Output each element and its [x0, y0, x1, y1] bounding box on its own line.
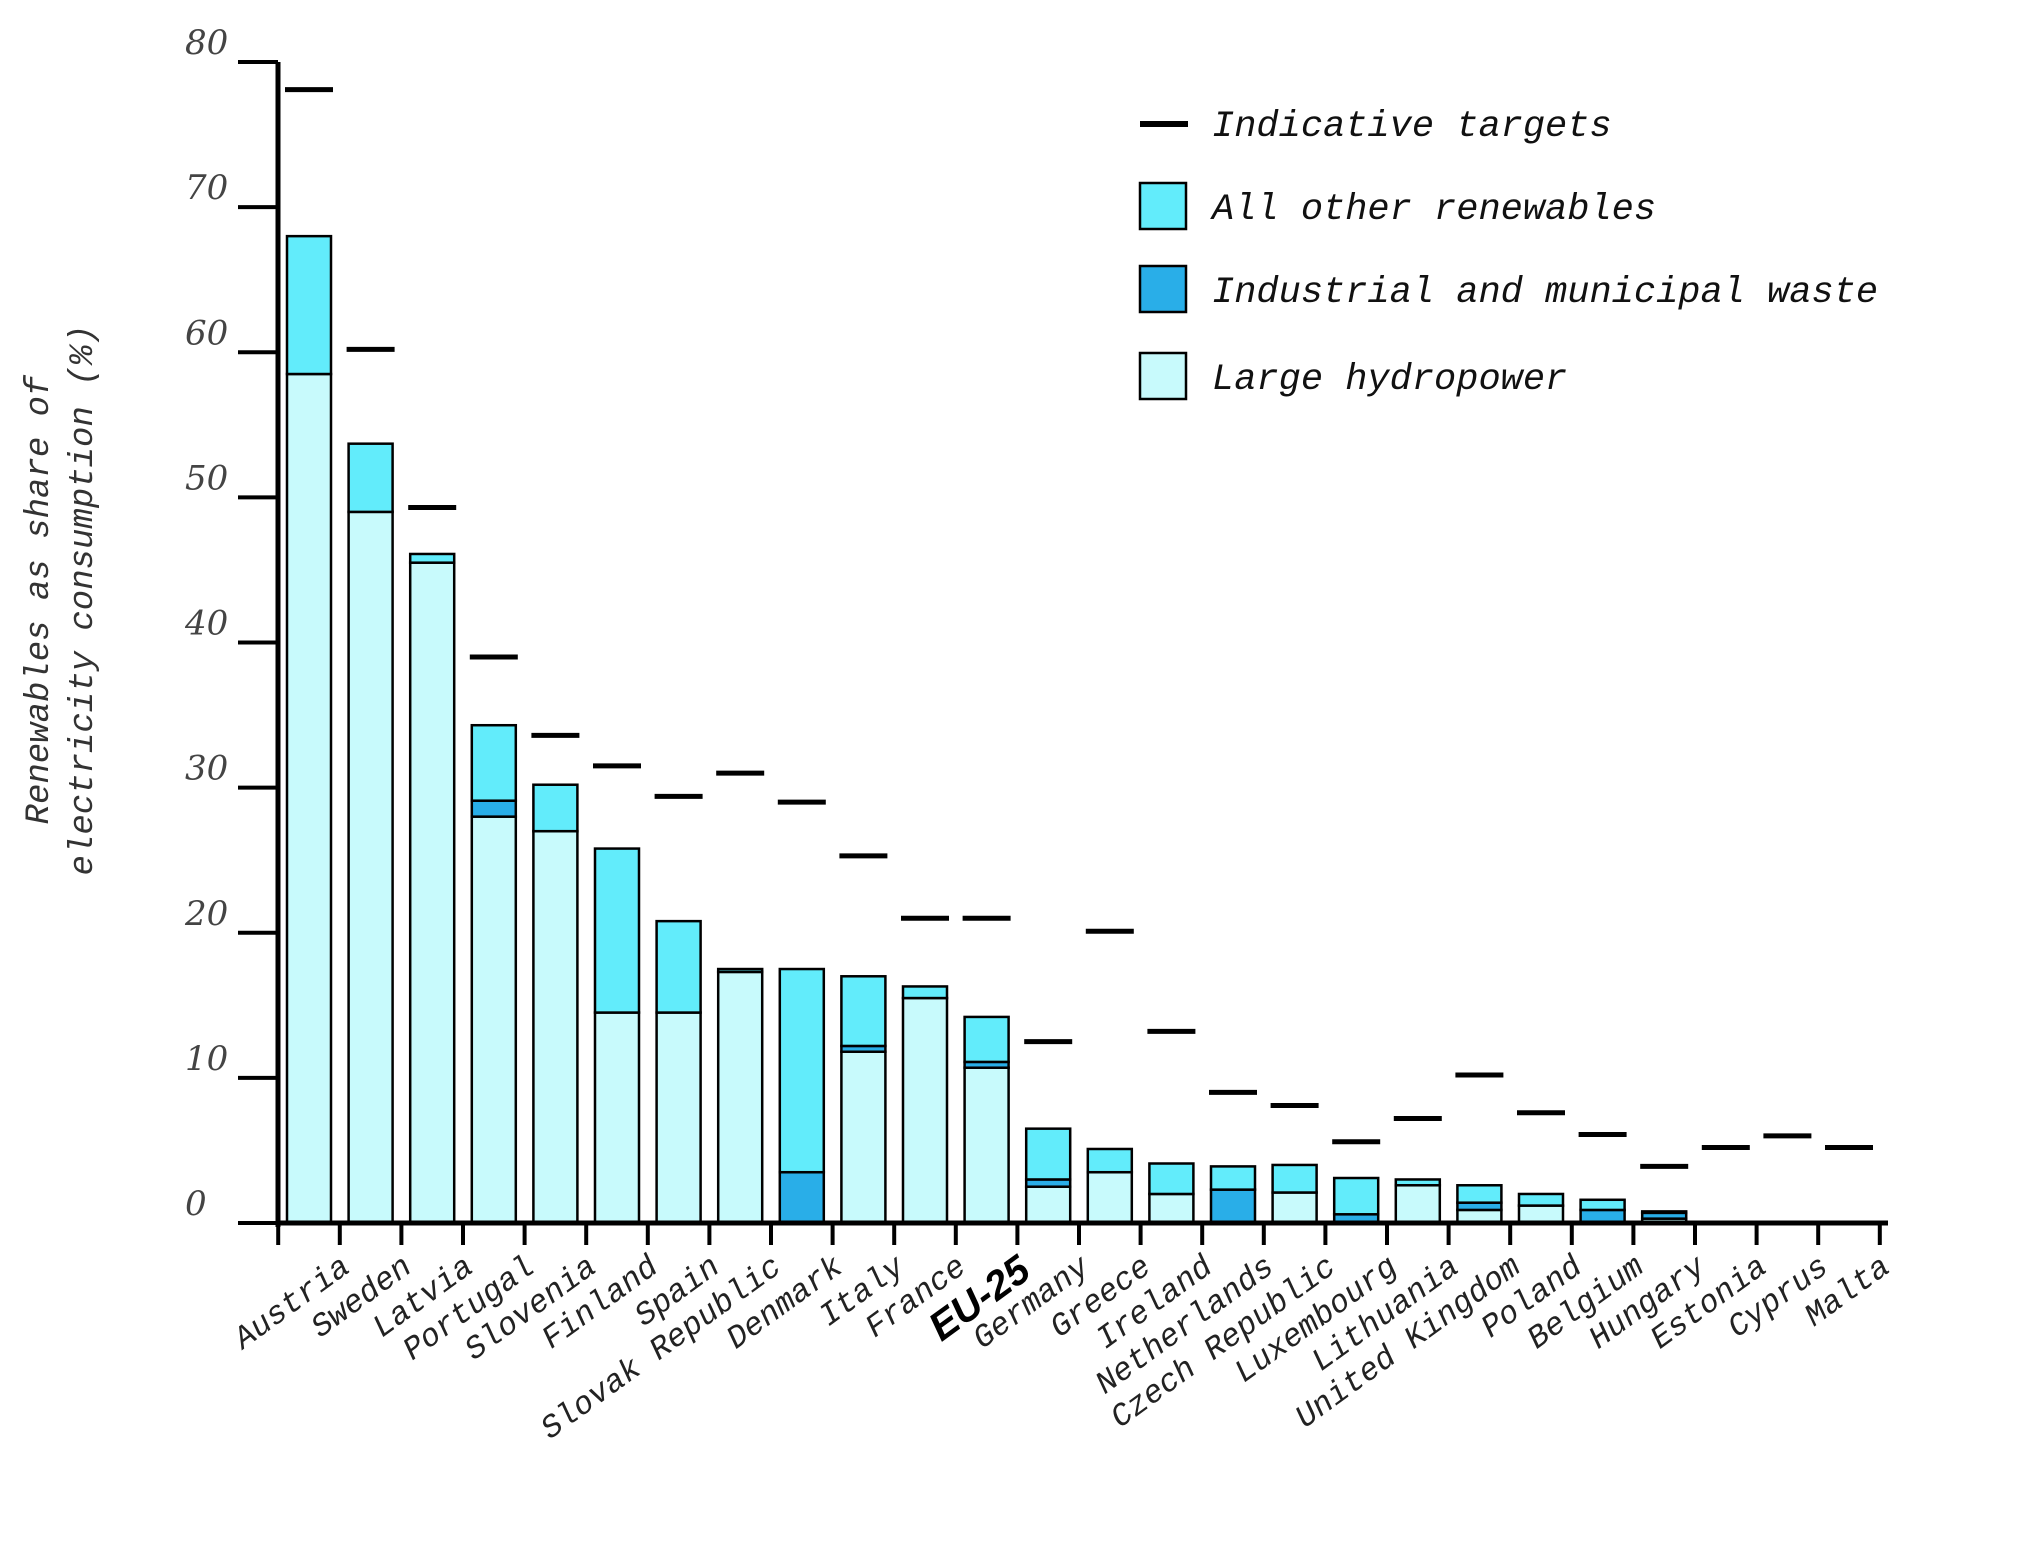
bar-segment [347, 442, 394, 514]
bar-segment [1086, 1147, 1134, 1174]
bar-segment [840, 1050, 887, 1225]
bar-segment [840, 975, 887, 1048]
targets-layer [285, 87, 1873, 1169]
bar-segment [1579, 1198, 1626, 1212]
axes-layer: 0 10 20 30 40 50 60 70 80 [184, 23, 1888, 1245]
legend-swatch-box [1138, 351, 1188, 401]
bar-segment [1271, 1191, 1318, 1225]
x-tick-labels: AustriaSwedenLatviaPortugalSloveniaFinla… [225, 1247, 1897, 1448]
bar-segment [901, 985, 949, 1000]
bar-segment [1209, 1188, 1257, 1225]
bar-segment [408, 561, 456, 1225]
y-tick-label: 30 [185, 749, 228, 789]
bar-segment [470, 815, 518, 1225]
bar-segment [532, 829, 579, 1225]
y-tick-label: 80 [185, 23, 228, 63]
legend-label: All other renewables [1210, 189, 1656, 231]
bar-segment [716, 967, 764, 974]
bar-segment [347, 510, 394, 1225]
bar-segment [470, 723, 518, 802]
legend-label: Industrial and municipal waste [1212, 272, 1878, 314]
bar-segment [1517, 1192, 1565, 1207]
bar-segment [1024, 1185, 1072, 1225]
legend-label: Large hydropower [1212, 359, 1567, 401]
bar-segment [1517, 1204, 1565, 1225]
y-tick-label: 70 [185, 168, 228, 208]
y-tick-label: 20 [184, 894, 228, 934]
legend-swatch-box [1138, 264, 1188, 314]
bar-segment [532, 783, 579, 833]
y-tick-label: 40 [184, 604, 228, 644]
bar-segment [1332, 1176, 1380, 1216]
bar-segment [1456, 1184, 1503, 1204]
bar-segment [593, 1011, 641, 1225]
y-axis-title-line: electricity consumption (%) [65, 325, 103, 876]
bar-segment [285, 234, 333, 376]
bar-segment [901, 996, 949, 1225]
bar-segment [655, 1011, 702, 1225]
bar-segment [655, 919, 702, 1014]
bar-segment [778, 1170, 826, 1225]
bar-segment [285, 372, 333, 1225]
bar-segment [1271, 1163, 1318, 1194]
legend-swatch-box [1138, 181, 1188, 231]
bar-segment [1394, 1178, 1442, 1187]
bar-segment [716, 970, 764, 1225]
bar-segment [470, 799, 518, 818]
bar-segment [408, 552, 456, 564]
bar-segment [778, 967, 826, 1174]
bar-segment [1394, 1184, 1442, 1225]
y-tick-label: 0 [185, 1184, 207, 1224]
bar-segment [1209, 1165, 1257, 1191]
bar-segment [1640, 1210, 1688, 1215]
y-tick-label: 10 [185, 1039, 228, 1079]
legend-label: Indicative targets [1212, 106, 1612, 148]
y-axis-title-line: Renewables as share of [21, 374, 59, 824]
bar-segment [963, 1066, 1010, 1225]
bar-segment [1024, 1127, 1072, 1181]
bar-segment [593, 847, 641, 1014]
bars-layer [285, 234, 1688, 1225]
y-tick-label: 60 [185, 313, 228, 353]
legend: Indicative targets All other renewables In… [1138, 106, 1878, 401]
y-tick-label: 50 [185, 458, 228, 498]
bar-segment [963, 1015, 1010, 1064]
bar-segment [1148, 1162, 1195, 1196]
bar-segment [1086, 1170, 1134, 1225]
y-axis-title: Renewables as share of electricity consum… [21, 325, 103, 876]
bar-segment [1148, 1192, 1195, 1225]
